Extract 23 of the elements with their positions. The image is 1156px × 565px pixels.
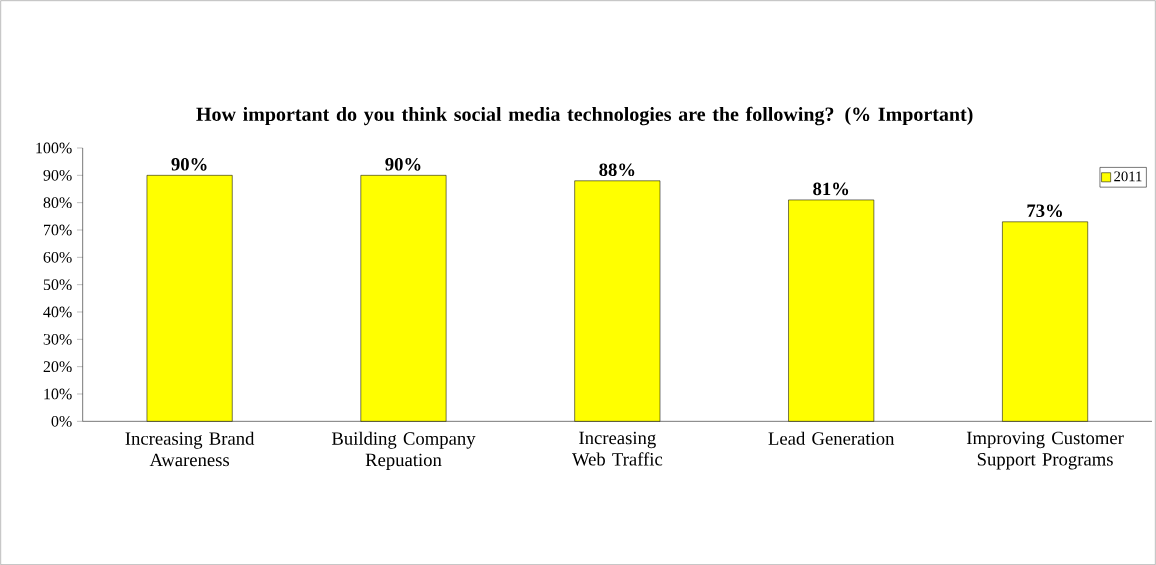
y-tick-label: 80% [43,197,72,208]
x-tick-label: Improving Customer Support Programs [966,431,1124,470]
text: 90% [171,157,207,171]
y-tick-label: 0% [51,415,72,427]
text: 73% [1027,204,1062,217]
legend-label: 2011 [1114,171,1142,182]
x-tick-label: Increasing Brand Awareness [125,431,255,467]
y-tick-label: 30% [43,333,72,345]
text: 90% [385,157,421,171]
y-tick-label: 40% [43,306,72,318]
y-tick-label: 60% [43,251,72,263]
text: 81% [813,182,849,196]
y-tick-label: 50% [43,279,72,290]
y-tick-label: 90% [43,169,72,181]
y-tick-label: 20% [43,361,72,372]
chart-title: How important do you think social media technologies are the following? (% Important) [196,106,973,126]
x-tick-label: Building Company Repuation [331,431,476,470]
y-tick-label: 70% [43,224,72,236]
y-tick-label: 100% [36,142,72,154]
y-tick-label: 10% [44,388,72,400]
text: 88% [599,163,635,176]
x-tick-label: Increasing Web Traffic [571,431,663,466]
x-tick-label: Lead Generation [768,431,895,445]
